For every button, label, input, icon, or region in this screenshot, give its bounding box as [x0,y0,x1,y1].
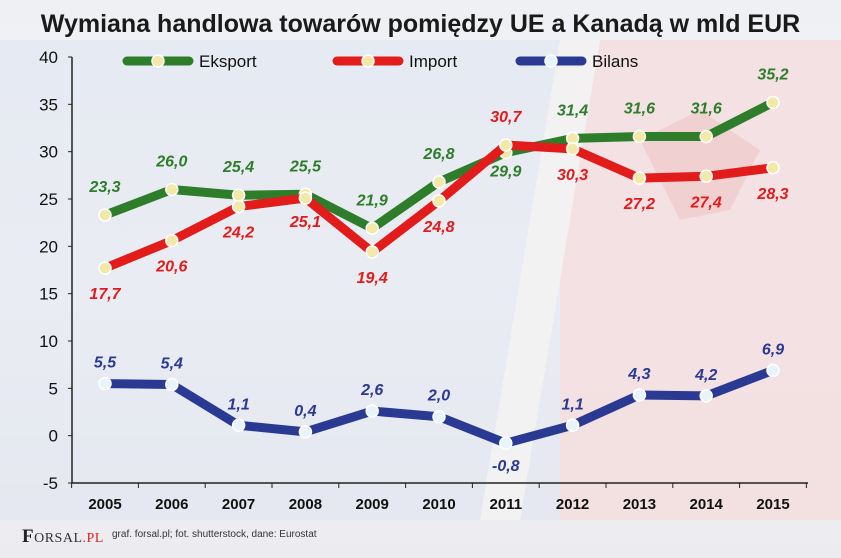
data-label-eksport: 26,0 [155,154,187,171]
chart-title: Wymiana handlowa towarów pomiędzy UE a K… [40,10,801,38]
legend-label-bilans: Bilans [592,52,638,71]
data-point-eksport [231,188,246,202]
data-label-bilans: 4,3 [627,366,650,383]
data-point-bilans [565,418,580,433]
data-point-import [98,261,112,275]
legend-marker-eksport [151,54,165,68]
data-label-import: 19,4 [357,270,388,287]
x-tick-label: 2008 [289,496,322,513]
data-point-bilans [766,363,780,378]
data-label-bilans: 2,0 [427,388,450,405]
data-point-bilans [632,388,647,402]
data-label-import: 25,1 [289,214,321,231]
x-tick-label: 2014 [690,496,724,513]
data-label-import: 24,8 [422,219,454,236]
data-label-bilans: -0,8 [492,458,520,475]
data-point-import [298,191,313,205]
data-label-eksport: 35,2 [757,66,788,83]
data-label-bilans: 4,2 [694,367,717,384]
data-label-import: 30,3 [557,167,588,184]
data-label-bilans: 0,4 [294,403,316,420]
data-label-import: 20,6 [155,259,187,276]
data-point-import [699,169,713,184]
data-point-bilans [298,425,313,439]
data-label-bilans: 6,9 [762,341,784,358]
legend-marker-import [361,54,375,68]
x-tick-label: 2009 [356,496,389,513]
x-tick-label: 2010 [422,496,455,513]
x-tick-label: 2006 [155,496,188,513]
legend-label-eksport: Eksport [199,52,257,71]
x-tick-label: 2005 [88,496,121,513]
y-tick-label: 20 [39,237,58,256]
x-tick-label: 2012 [556,496,589,513]
data-point-import [565,142,580,156]
y-tick-label: 25 [39,190,58,209]
data-label-bilans: 5,4 [161,356,183,373]
y-tick-label: 10 [39,332,58,351]
source-credit: graf. forsal.pl; fot. shutterstock, dane… [112,529,317,540]
y-tick-label: 35 [39,95,58,114]
y-tick-label: 30 [39,143,58,162]
data-label-import: 27,2 [623,196,655,213]
y-tick-label: 15 [39,285,58,304]
data-label-eksport: 23,3 [88,179,120,196]
legend-marker-bilans [544,54,558,68]
data-label-bilans: 1,1 [561,396,583,413]
data-point-eksport [98,208,112,222]
data-point-import [432,194,446,208]
data-label-eksport: 26,8 [422,146,454,163]
data-point-bilans [365,404,379,418]
series-line-bilans [100,365,778,448]
data-point-eksport [165,182,179,197]
y-tick-label: 40 [39,48,58,67]
series-line-eksport [100,97,778,233]
data-label-import: 28,3 [756,186,788,203]
data-point-bilans [699,389,713,403]
data-point-bilans [98,376,112,391]
data-point-eksport [766,95,780,110]
y-tick-label: -5 [43,474,58,493]
data-label-import: 30,7 [490,109,522,126]
data-label-bilans: 5,5 [94,355,117,372]
data-label-bilans: 2,6 [360,382,383,399]
data-point-import [165,233,179,248]
data-point-eksport [432,175,446,189]
x-tick-label: 2007 [222,496,255,513]
data-label-bilans: 1,1 [227,396,249,413]
data-label-eksport: 31,4 [557,102,588,119]
data-point-import [766,161,780,175]
data-point-import [365,245,379,259]
data-point-eksport [699,129,713,144]
legend-label-import: Import [409,52,457,71]
data-label-import: 17,7 [89,286,121,303]
data-label-eksport: 25,4 [222,159,254,176]
data-label-eksport: 29,9 [489,164,521,181]
y-tick-label: 0 [49,427,58,446]
data-point-import [499,138,513,152]
x-tick-label: 2011 [490,496,523,513]
data-label-eksport: 31,6 [624,101,655,118]
forsal-logo: FORSAL.PL [22,526,104,547]
data-label-eksport: 25,5 [289,158,322,175]
data-point-bilans [432,409,446,424]
x-tick-label: 2015 [756,496,789,513]
data-point-bilans [231,418,246,433]
data-point-import [632,171,647,185]
data-point-eksport [365,221,379,236]
data-label-import: 24,2 [222,225,254,242]
data-label-import: 27,4 [690,194,722,211]
data-label-eksport: 21,9 [356,192,388,209]
data-point-bilans [165,377,179,392]
data-point-eksport [632,129,647,144]
data-point-import [231,199,246,214]
x-tick-label: 2013 [623,496,656,513]
data-point-bilans [499,436,513,450]
y-tick-label: 5 [49,379,58,398]
data-label-eksport: 31,6 [691,101,722,118]
